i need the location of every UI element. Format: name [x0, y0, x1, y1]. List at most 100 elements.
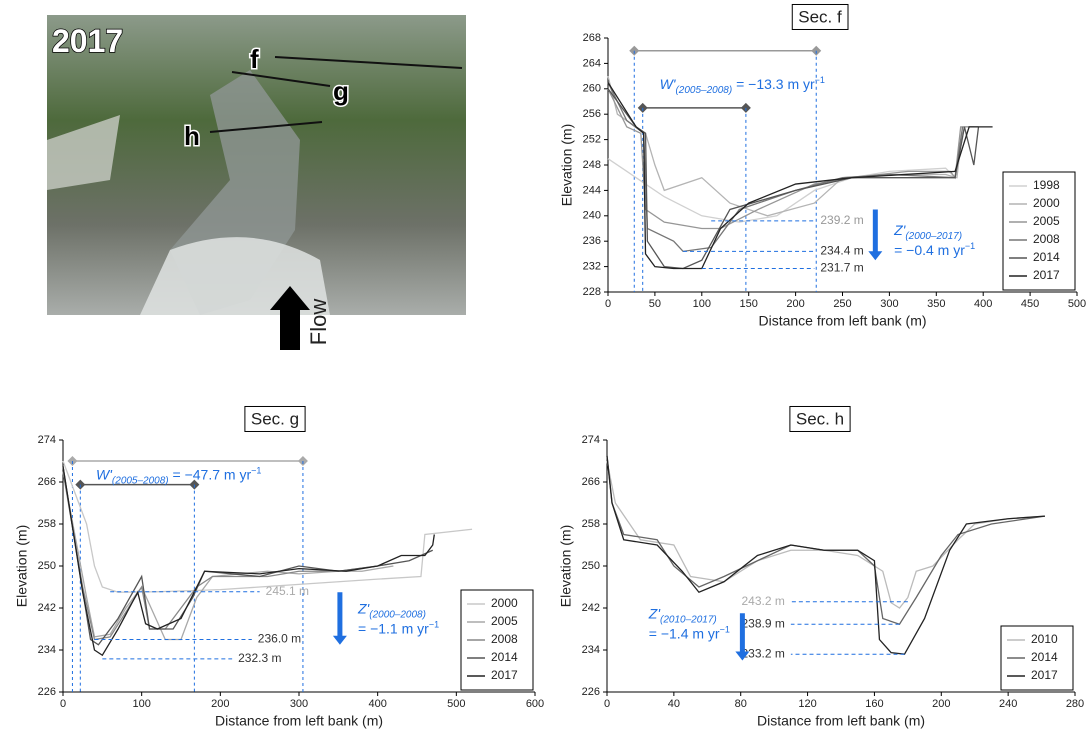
annotation-part: (2000–2017) [905, 231, 962, 242]
annotation-part: (2005–2008) [675, 85, 732, 96]
flow-label: Flow [306, 299, 331, 346]
x-tick-label: 240 [999, 698, 1017, 710]
y-tick-label: 252 [583, 134, 601, 146]
x-tick-label: 200 [786, 298, 804, 310]
legend-label: 2005 [1033, 214, 1060, 228]
annotation-part: −1 [720, 625, 730, 635]
legend-label: 2000 [1033, 196, 1060, 210]
annotation-part: −1 [815, 75, 825, 85]
section-label: h [184, 121, 200, 151]
figure: 2017 f g h Flow Sec. f050100150200250300… [0, 0, 1091, 739]
x-tick-label: 500 [447, 698, 465, 710]
series-line [63, 472, 378, 640]
annotation-part: (2005–2008) [112, 475, 169, 486]
legend-label: 2017 [491, 668, 518, 682]
legend-label: 2010 [1031, 632, 1058, 646]
y-tick-label: 226 [38, 686, 56, 698]
annotation: Z'(2010–2017)= −1.4 m yr−1 [648, 606, 730, 642]
x-tick-label: 450 [1021, 298, 1039, 310]
x-tick-label: 280 [1066, 698, 1084, 710]
x-tick-label: 500 [1068, 298, 1086, 310]
y-axis-label: Elevation (m) [559, 124, 575, 206]
annotation: Z'(2000–2008)= −1.1 m yr−1 [357, 600, 439, 636]
legend-label: 2008 [491, 632, 518, 646]
level-label: 243.2 m [741, 594, 784, 608]
level-label: 233.2 m [741, 646, 784, 660]
series-line [608, 89, 979, 229]
depth-arrow-head [868, 251, 882, 260]
y-tick-label: 274 [582, 434, 600, 446]
chart-title: Sec. f [798, 7, 842, 26]
depth-arrow-head [333, 636, 347, 645]
x-axis-label: Distance from left bank (m) [215, 713, 383, 729]
x-tick-label: 40 [668, 698, 680, 710]
annotation-part: W' [96, 466, 113, 482]
x-tick-label: 100 [132, 698, 150, 710]
annotation-part: = −0.4 m yr [894, 242, 965, 258]
level-label: 232.3 m [238, 651, 281, 665]
x-tick-label: 600 [526, 698, 544, 710]
x-tick-label: 400 [368, 698, 386, 710]
annotation-part: −1 [429, 619, 439, 629]
annotation-part: (2000–2008) [369, 609, 426, 620]
annotation-part: = −13.3 m yr [732, 76, 815, 92]
chart-title: Sec. h [796, 409, 844, 428]
series-line [607, 461, 1045, 608]
annotation-part: = −1.4 m yr [649, 626, 720, 642]
annotation-part: = −1.1 m yr [358, 620, 429, 636]
x-tick-label: 50 [649, 298, 661, 310]
x-tick-label: 250 [833, 298, 851, 310]
y-tick-label: 264 [583, 57, 601, 69]
level-label: 234.4 m [820, 244, 863, 258]
y-tick-label: 244 [583, 184, 601, 196]
y-tick-label: 234 [38, 644, 56, 656]
level-label: 231.7 m [820, 261, 863, 275]
y-tick-label: 266 [38, 476, 56, 488]
y-tick-label: 242 [38, 602, 56, 614]
x-axis-label: Distance from left bank (m) [757, 713, 925, 729]
x-tick-label: 200 [211, 698, 229, 710]
y-tick-label: 240 [583, 210, 601, 222]
x-tick-label: 0 [604, 698, 610, 710]
annotation: W'(2005–2008) = −13.3 m yr−1 [660, 75, 825, 96]
y-tick-label: 268 [583, 32, 601, 44]
y-tick-label: 242 [582, 602, 600, 614]
series-line [607, 456, 1045, 625]
x-tick-label: 80 [735, 698, 747, 710]
annotation-part: = −47.7 m yr [169, 466, 252, 482]
y-tick-label: 228 [583, 286, 601, 298]
annotation-part: (2010–2017) [660, 615, 717, 626]
y-tick-label: 260 [583, 83, 601, 95]
x-tick-label: 300 [880, 298, 898, 310]
annotation: W'(2005–2008) = −47.7 m yr−1 [96, 465, 261, 486]
legend-label: 2014 [491, 650, 518, 664]
level-label: 245.1 m [266, 584, 309, 598]
x-tick-label: 160 [865, 698, 883, 710]
section-label: g [333, 76, 349, 106]
level-label: 239.2 m [820, 213, 863, 227]
annotation: Z'(2000–2017)= −0.4 m yr−1 [893, 222, 975, 258]
y-tick-label: 234 [582, 644, 600, 656]
y-axis-label: Elevation (m) [14, 525, 30, 607]
annotation-part: W' [660, 76, 677, 92]
x-tick-label: 0 [605, 298, 611, 310]
photo-year: 2017 [52, 23, 123, 59]
chart-title: Sec. g [251, 409, 299, 428]
y-tick-label: 258 [38, 518, 56, 530]
legend-label: 2008 [1033, 232, 1060, 246]
y-tick-label: 226 [582, 686, 600, 698]
x-tick-label: 200 [932, 698, 950, 710]
legend-label: 1998 [1033, 178, 1060, 192]
y-tick-label: 258 [582, 518, 600, 530]
y-tick-label: 236 [583, 235, 601, 247]
legend-label: 2014 [1031, 650, 1058, 664]
x-tick-label: 350 [927, 298, 945, 310]
legend-label: 2014 [1033, 250, 1060, 264]
series-line [63, 472, 393, 640]
legend-label: 2017 [1033, 268, 1060, 282]
x-tick-label: 100 [693, 298, 711, 310]
y-tick-label: 250 [582, 560, 600, 572]
x-tick-label: 400 [974, 298, 992, 310]
annotation-part: −1 [251, 465, 261, 475]
y-tick-label: 232 [583, 261, 601, 273]
